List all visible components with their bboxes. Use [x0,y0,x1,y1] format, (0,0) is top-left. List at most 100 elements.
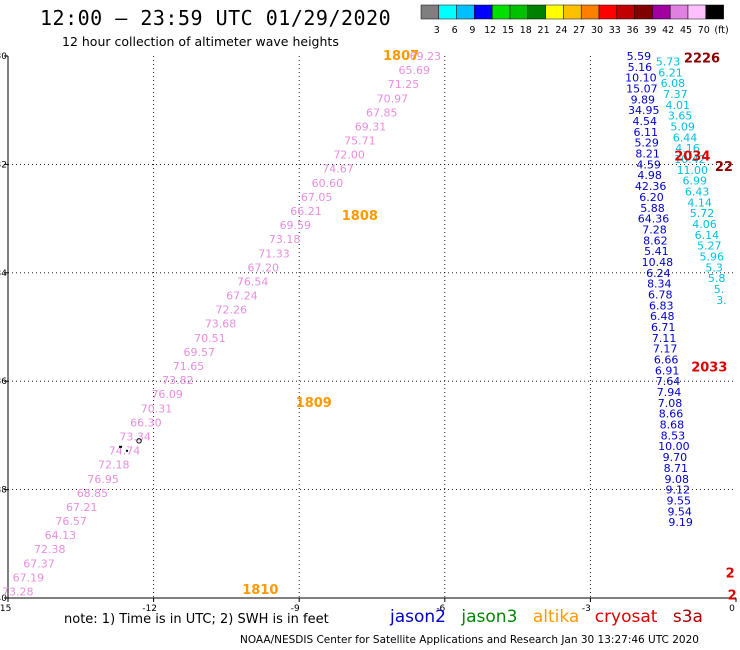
swh-value-label: 67.05 [301,191,333,204]
colorbar-tick-label: 3 [434,25,440,36]
swh-value-label: 64.13 [45,529,77,542]
swh-value-label: 73.34 [119,430,151,443]
swh-value-label: 66.30 [130,416,162,429]
swh-value-label: 7.08 [658,397,683,410]
swh-value-label: 9.12 [666,484,691,497]
x-tick-label: -12 [142,604,157,614]
swh-value-label: 5.59 [627,50,652,63]
swh-value-label: 76.95 [87,473,119,486]
swh-value-label: 71.65 [173,360,205,373]
swh-value-label: 8.62 [643,234,668,247]
island-marker [119,438,142,452]
swh-value-label: 6.91 [655,364,680,377]
colorbar-swatch [527,4,546,20]
swh-value-label: 60.60 [312,177,344,190]
y-tick-label: -34 [0,269,7,279]
swh-value-label: 70.31 [141,402,173,415]
footer-credit: NOAA/NESDIS Center for Satellite Applica… [240,634,699,646]
swh-value-label: 5.72 [690,207,715,220]
island-dot [119,445,123,448]
swh-value-label: 74.67 [322,163,354,176]
swh-value-label: 7.11 [652,332,677,345]
swh-value-label: 5. [714,283,725,296]
swh-value-label: 74.74 [109,445,141,458]
colorbar-swatch [580,4,600,20]
colorbar-legend: 3 6 9 12 15 18 21 24 27 30 33 36 39 42 45 70 (ft) [420,4,729,36]
swh-value-label: 9.55 [666,494,691,507]
swh-value-label: 11.00 [677,164,709,177]
x-tick-label: -6 [436,604,445,614]
colorbar-swatch [420,4,440,20]
swh-value-label: 5.16 [628,61,653,74]
swh-value-label: 15.07 [626,83,658,96]
swh-value-label: 7.17 [653,343,678,356]
swh-value-label: 8.66 [659,408,684,421]
legend-s3a: s3a [672,607,703,627]
colorbar-swatch [669,4,689,20]
swh-value-label: 10.42 [674,153,706,166]
y-tick-label: -32 [0,160,7,170]
swh-value-label: 70.51 [194,332,226,345]
swh-value-label: 73.28 [2,585,34,598]
colorbar-tick-label: 18 [520,25,532,36]
island-dot [136,438,142,444]
swh-value-label: 6.11 [633,126,658,139]
x-tick-label: 0 [729,604,735,614]
colorbar-swatch [563,4,582,20]
page-title: 12:00 — 23:59 UTC 01/29/2020 [40,6,392,30]
colorbar-tick-label: 12 [484,25,496,36]
swh-value-label: 4.54 [633,115,658,128]
y-tick-label: -40 [0,594,7,604]
swh-value-label: 5.8 [708,272,726,285]
time-label: 1807 [383,49,419,64]
time-label: 2 [728,588,737,603]
swh-value-label: 8.21 [635,148,660,161]
swh-value-label: 8.71 [664,462,689,475]
swh-value-label: 73.82 [162,374,194,387]
time-label: 1809 [296,396,332,411]
swh-value-label: 72.38 [34,543,66,556]
swh-value-label: 7.94 [657,386,682,399]
swh-value-label: 5.41 [644,245,669,258]
swh-value-label: 4.14 [687,196,712,209]
colorbar-swatch [598,4,618,20]
y-tick-label: -36 [0,377,7,387]
colorbar-swatch [491,4,511,20]
plot-frame [7,56,736,599]
swh-value-label: 34.95 [628,104,660,117]
colorbar-tick-label: 30 [591,25,603,36]
swh-value-label: 5.73 [656,55,681,68]
swh-value-label: 9.70 [663,451,688,464]
swh-value-label: 73.68 [205,318,237,331]
swh-value-label: 6.08 [661,77,686,90]
swh-value-label: 6.83 [649,299,674,312]
legend-altika: altika [532,607,580,627]
swh-value-label: 67.37 [23,557,55,570]
swh-value-label: 71.25 [388,78,420,91]
swh-value-label: 6.44 [673,131,698,144]
colorbar-swatch [545,4,564,20]
swh-value-label: 9.54 [667,505,692,518]
swh-value-label: 72.00 [333,149,365,162]
swh-value-label: 65.69 [398,64,430,77]
y-tick-label: -38 [0,486,7,496]
colorbar-swatch [456,4,475,20]
colorbar-tick-label: 70 [698,25,710,36]
island-dot [126,449,129,452]
swh-value-label: 68.85 [77,487,109,500]
footer-note: note: 1) Time is in UTC; 2) SWH is in fe… [64,612,329,627]
swh-value-label: 10.00 [658,440,690,453]
swh-value-label: 70.97 [377,92,409,105]
swh-value-label: 9.89 [631,93,656,106]
axis-ticks: -15-12-9-6-30-30-32-34-36-38-40 [0,52,737,614]
swh-value-label: 76.57 [55,515,87,528]
x-tick-label: -3 [582,604,591,614]
x-tick-label: -15 [0,604,11,614]
colorbar-tick-label: 39 [644,25,656,36]
swh-value-label: 5.27 [697,240,722,253]
colorbar-tick-label: 36 [627,25,639,36]
swh-value-label: 6.78 [648,288,673,301]
